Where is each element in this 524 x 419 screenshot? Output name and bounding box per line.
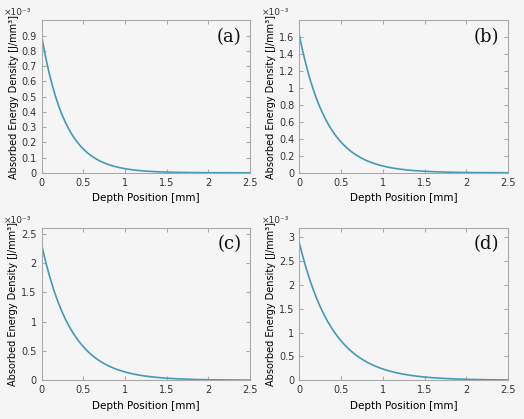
X-axis label: Depth Position [mm]: Depth Position [mm]	[350, 193, 457, 203]
Y-axis label: Absorbed Energy Density [J/mm³]: Absorbed Energy Density [J/mm³]	[8, 15, 18, 178]
Y-axis label: Absorbed Energy Density [J/mm³]: Absorbed Energy Density [J/mm³]	[266, 222, 276, 386]
Text: ×10⁻³: ×10⁻³	[262, 216, 289, 225]
Text: (a): (a)	[217, 28, 242, 46]
Y-axis label: Absorbed Energy Density [J/mm³]: Absorbed Energy Density [J/mm³]	[8, 222, 18, 386]
X-axis label: Depth Position [mm]: Depth Position [mm]	[350, 401, 457, 411]
Text: ×10⁻³: ×10⁻³	[262, 8, 289, 17]
Text: (c): (c)	[217, 235, 242, 253]
Y-axis label: Absorbed Energy Density [J/mm³]: Absorbed Energy Density [J/mm³]	[266, 15, 276, 178]
Text: ×10⁻³: ×10⁻³	[4, 216, 31, 225]
Text: (d): (d)	[474, 235, 499, 253]
Text: ×10⁻³: ×10⁻³	[4, 8, 31, 17]
Text: (b): (b)	[474, 28, 499, 46]
X-axis label: Depth Position [mm]: Depth Position [mm]	[92, 193, 200, 203]
X-axis label: Depth Position [mm]: Depth Position [mm]	[92, 401, 200, 411]
